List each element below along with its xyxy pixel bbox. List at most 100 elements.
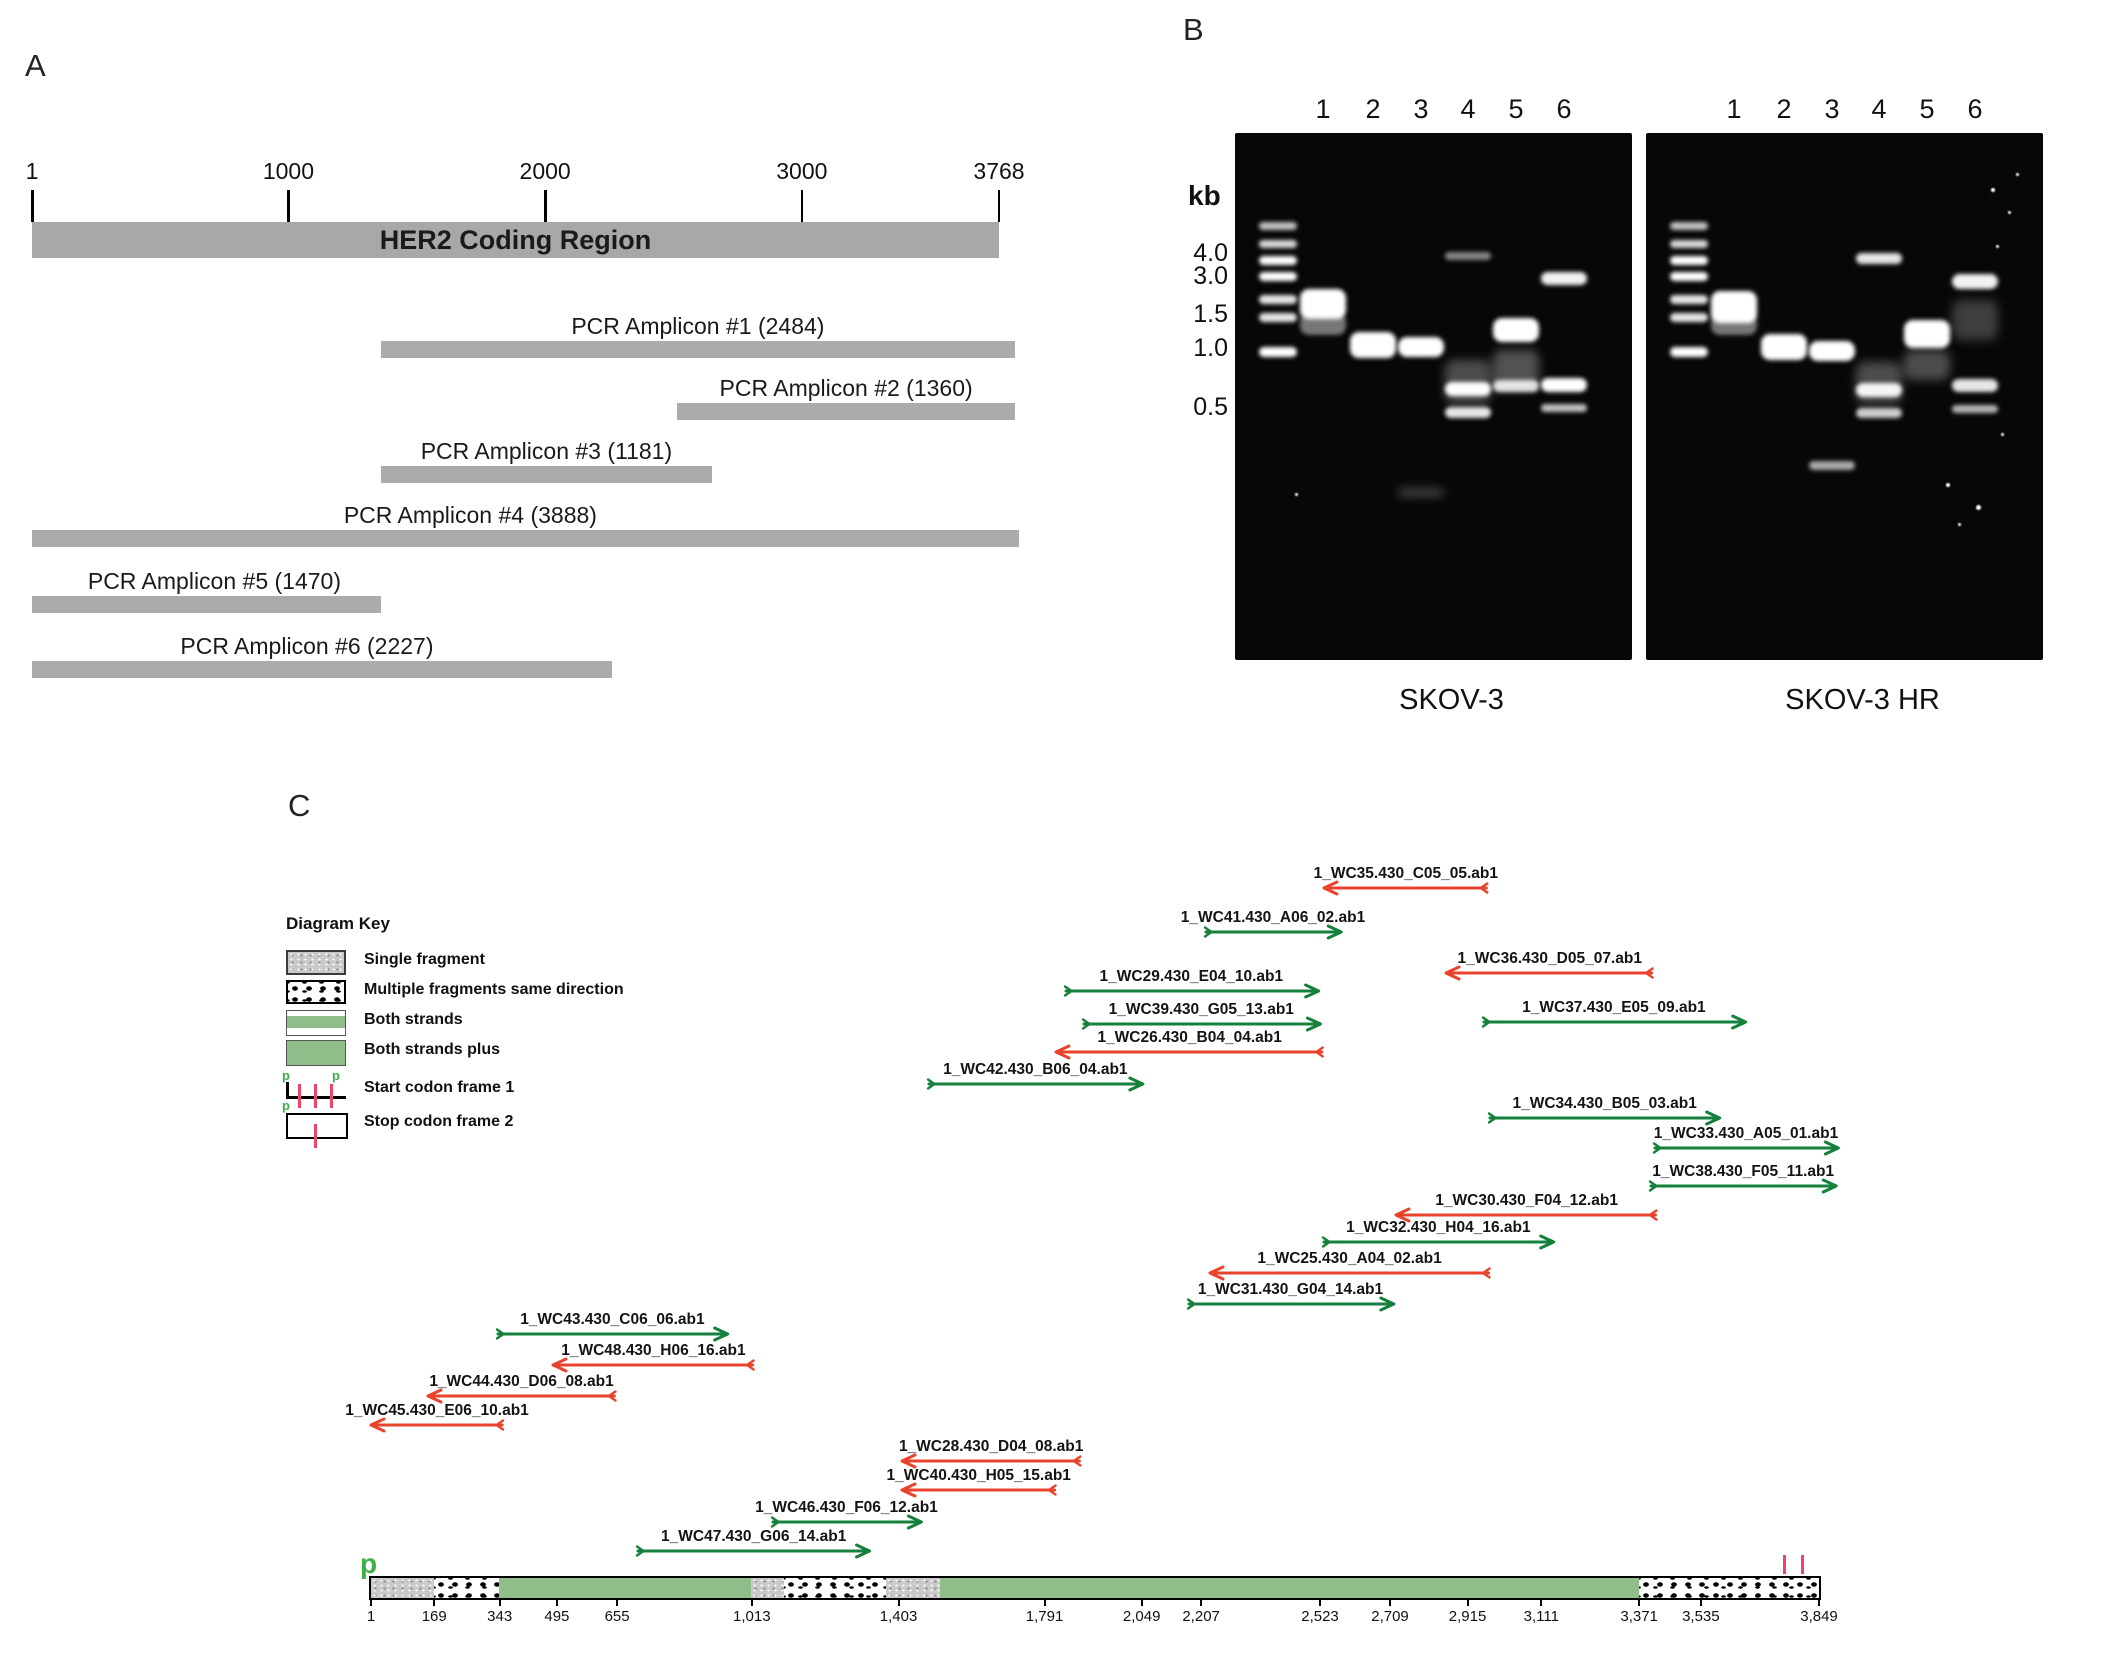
key-swatch-both-strands-plus (286, 1040, 346, 1066)
sequence-read-label: 1_WC32.430_H04_16.ab1 (1346, 1219, 1531, 1236)
gel-band (1952, 300, 1998, 340)
gel-image (1235, 133, 1632, 660)
sequence-read-label: 1_WC48.430_H06_16.ab1 (561, 1342, 746, 1359)
consensus-segment-single (751, 1578, 785, 1598)
gel-band (1398, 489, 1444, 496)
sequence-read-label: 1_WC29.430_E04_10.ab1 (1099, 968, 1284, 985)
gel-ladder-band (1670, 240, 1708, 248)
consensus-ruler-label: 1,791 (1025, 1608, 1064, 1625)
panel-a-letter: A (25, 48, 46, 83)
consensus-ruler-label: 495 (544, 1608, 570, 1625)
diagram-key-item-label: Start codon frame 1 (364, 1079, 515, 1096)
consensus-ruler-tick (498, 1599, 501, 1606)
consensus-ruler-tick (1043, 1599, 1046, 1606)
gel-lane-number: 3 (1824, 94, 1840, 124)
gel-band (1493, 318, 1539, 342)
sequence-read-label: 1_WC26.430_B04_04.ab1 (1097, 1029, 1282, 1046)
gel-band (1541, 378, 1587, 392)
her2-coding-region-label: HER2 Coding Region (379, 224, 652, 255)
gel-ladder-band (1670, 272, 1708, 281)
consensus-segment-multi (433, 1578, 500, 1598)
key-start-codon-tick (298, 1084, 301, 1108)
consensus-segment-both (940, 1578, 1639, 1598)
kb-size-label: 1.0 (1193, 334, 1228, 362)
diagram-key-item-label: Both strands (364, 1011, 463, 1028)
gel-ladder-band (1670, 347, 1708, 357)
sequence-read-label: 1_WC37.430_E05_09.ab1 (1522, 999, 1706, 1016)
gel-ladder-band (1259, 240, 1297, 248)
pcr-amplicon-label: PCR Amplicon #6 (2227) (180, 633, 434, 659)
gel-speckle (1946, 483, 1950, 487)
sequence-read-arrow (926, 1076, 1145, 1092)
consensus-ruler-label: 1,013 (733, 1608, 771, 1625)
sequence-read-arrow (426, 1388, 617, 1404)
sequence-read-arrow (551, 1357, 755, 1373)
gel-lane-number: 4 (1871, 94, 1887, 124)
panel-c-letter: C (288, 788, 311, 823)
key-stop-codon-p: p (282, 1098, 290, 1113)
sequence-read-label: 1_WC44.430_D06_08.ab1 (429, 1373, 614, 1390)
gel-speckle (1991, 188, 1995, 192)
key-swatch-multiple-fragments (286, 980, 346, 1004)
gel-lane-number: 6 (1967, 94, 1983, 124)
sequence-read-arrow (900, 1482, 1057, 1498)
consensus-ruler-tick (1466, 1599, 1469, 1606)
sequence-read-label: 1_WC33.430_A05_01.ab1 (1653, 1125, 1839, 1142)
sequence-read-label: 1_WC41.430_A06_02.ab1 (1180, 909, 1366, 926)
gel-lane-number: 4 (1460, 94, 1476, 124)
sequence-read-arrow (1394, 1207, 1659, 1223)
sequence-read-label: 1_WC35.430_C05_05.ab1 (1313, 865, 1499, 882)
kb-size-label: 1.5 (1193, 300, 1228, 328)
pcr-amplicon-label: PCR Amplicon #5 (1470) (87, 568, 341, 594)
sequence-read-arrow (1444, 965, 1655, 981)
consensus-start-codon-p: p (360, 1548, 378, 1579)
key-swatch-both-strands (286, 1010, 346, 1036)
sequence-read-arrow (1186, 1296, 1395, 1312)
gel-caption: SKOV-3 (1399, 684, 1504, 716)
her2-coding-region-bar: HER2 Coding Region (32, 222, 999, 258)
consensus-ruler-tick (555, 1599, 558, 1606)
her2-axis-tick (997, 190, 1001, 222)
consensus-stop-codon-tick (1782, 1555, 1786, 1574)
sequence-read-arrow (1321, 1234, 1556, 1250)
consensus-segment-both (499, 1578, 752, 1598)
gel-band (1445, 252, 1491, 260)
consensus-ruler-tick (616, 1599, 619, 1606)
diagram-key-item-label: Single fragment (364, 951, 485, 968)
kb-size-label: 0.5 (1193, 393, 1228, 421)
gel-band (1541, 404, 1587, 412)
key-start-codon-p: p (282, 1068, 290, 1083)
gel-band (1300, 289, 1346, 319)
gel-band (1493, 380, 1539, 392)
consensus-ruler-tick (1200, 1599, 1203, 1606)
gel-ladder-band (1670, 256, 1708, 265)
consensus-sequence-bar (368, 1576, 1821, 1600)
gel-band (1809, 341, 1855, 361)
gel-image (1646, 133, 2043, 660)
consensus-segment-single (370, 1578, 434, 1598)
key-start-codon-tick (314, 1084, 317, 1108)
consensus-ruler-label: 655 (604, 1608, 630, 1625)
gel-band (1398, 337, 1444, 357)
pcr-amplicon-label: PCR Amplicon #3 (1181) (420, 438, 673, 464)
consensus-ruler-tick (1389, 1599, 1392, 1606)
gel-band (1904, 320, 1950, 348)
panel-b-letter: B (1183, 12, 1204, 47)
gel-speckle (1996, 245, 1999, 248)
gel-lane-number: 6 (1556, 94, 1572, 124)
consensus-segment-multi (1638, 1578, 1819, 1598)
pcr-amplicon-bar (380, 466, 712, 483)
sequence-read-label: 1_WC28.430_D04_08.ab1 (898, 1438, 1084, 1455)
gel-ladder-band (1670, 313, 1708, 322)
gel-speckle (1958, 523, 1961, 526)
gel-speckle (2016, 173, 2019, 176)
sequence-read-arrow (770, 1514, 923, 1530)
her2-axis-label: 1 (25, 158, 39, 184)
her2-axis-label: 1000 (262, 158, 315, 184)
sequence-read-arrow (1203, 924, 1343, 940)
key-start-codon-vline (286, 1082, 289, 1098)
gel-lane-number: 2 (1776, 94, 1792, 124)
gel-lane-number: 5 (1508, 94, 1524, 124)
kb-axis-title: kb (1188, 180, 1221, 211)
